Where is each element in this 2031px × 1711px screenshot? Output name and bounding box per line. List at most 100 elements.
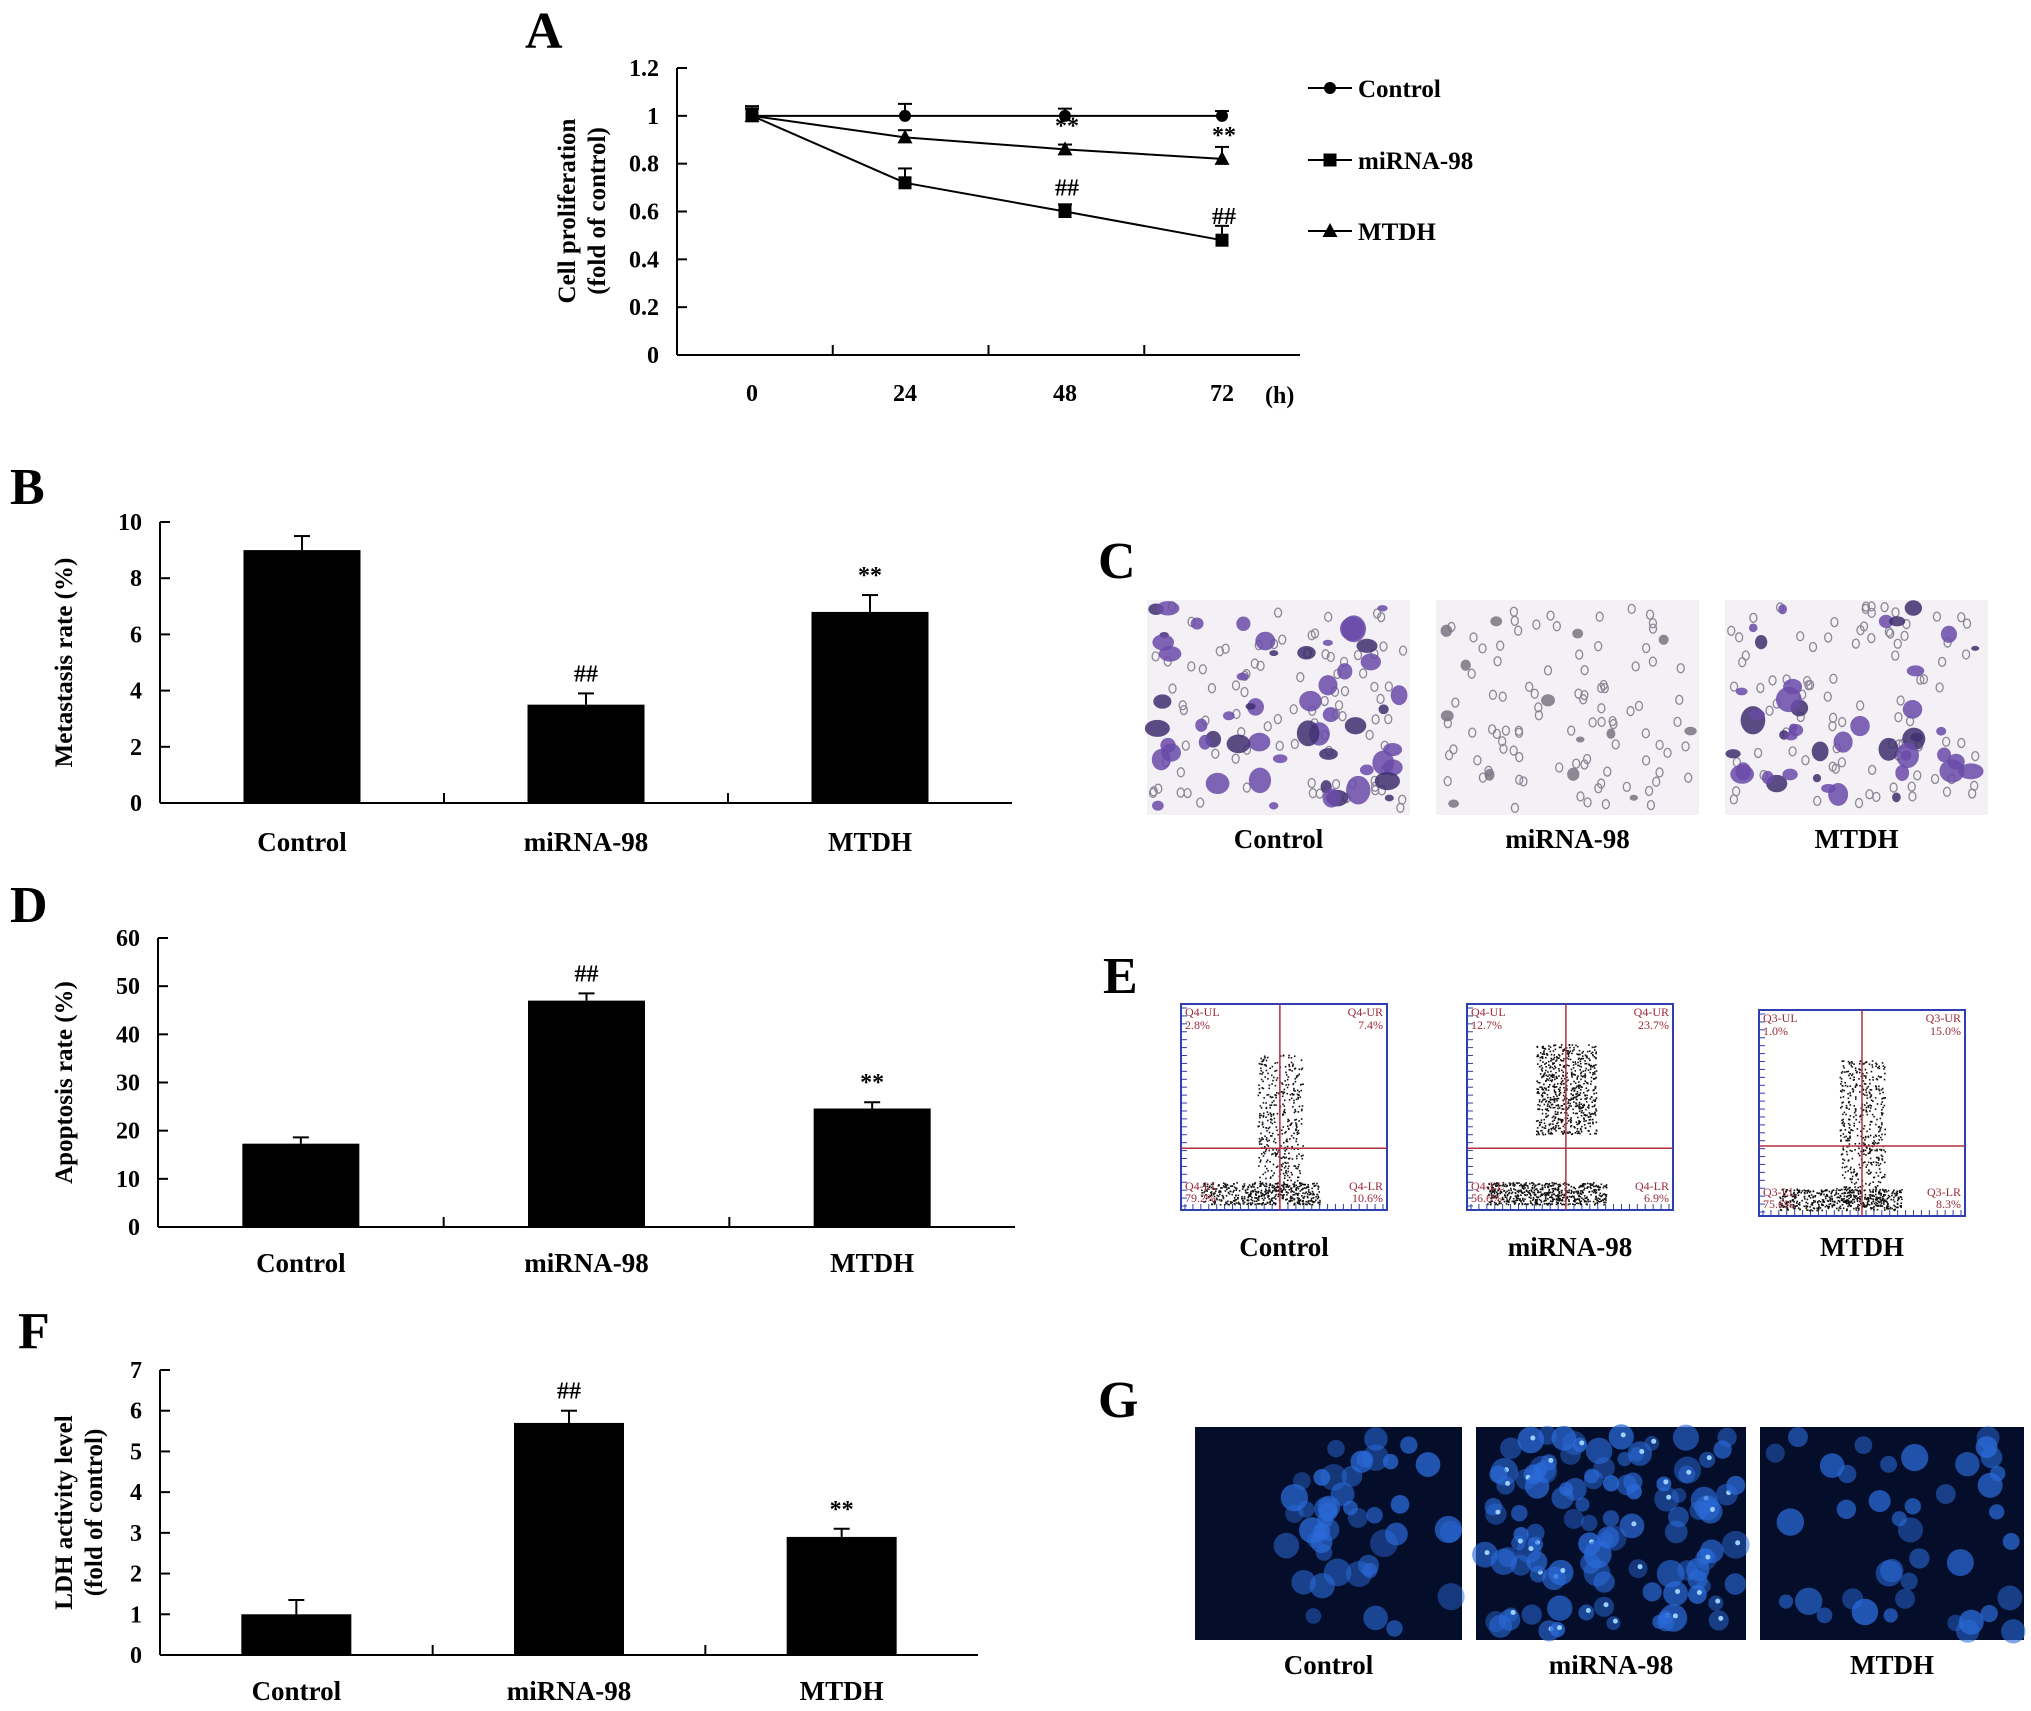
event-dot (1552, 1095, 1555, 1098)
event-dot (1878, 1139, 1881, 1141)
event-dot (1491, 1184, 1493, 1186)
event-dot (1598, 1200, 1601, 1203)
pore (1353, 649, 1363, 661)
event-dot (1840, 1096, 1842, 1099)
event-dot (1552, 1190, 1555, 1193)
event-dot (1531, 1199, 1534, 1201)
event-dot (1875, 1161, 1878, 1164)
event-dot (1489, 1201, 1492, 1203)
event-dot (1869, 1096, 1872, 1099)
event-dot (1284, 1161, 1286, 1164)
event-dot (1301, 1200, 1304, 1203)
event-dot (1597, 1185, 1600, 1188)
pore (1646, 799, 1656, 811)
event-dot (1209, 1191, 1212, 1194)
event-dot (1851, 1073, 1854, 1075)
event-dot (1521, 1186, 1524, 1188)
event-dot (1850, 1181, 1853, 1184)
event-dot (1585, 1203, 1588, 1206)
event-dot (1301, 1105, 1304, 1107)
event-dot (1563, 1130, 1566, 1132)
pore (1908, 791, 1917, 802)
event-dot (1498, 1202, 1501, 1205)
event-dot (1849, 1104, 1852, 1106)
event-dot (1242, 1199, 1245, 1202)
event-dot (1867, 1106, 1870, 1108)
pore (1937, 656, 1947, 668)
nucleus (1726, 1475, 1746, 1495)
event-dot (1840, 1134, 1842, 1137)
nucleus (1698, 1499, 1723, 1524)
event-dot (1874, 1193, 1877, 1196)
event-dot (1561, 1053, 1564, 1055)
event-dot (1531, 1190, 1533, 1193)
event-dot (1292, 1105, 1294, 1108)
event-dot (1883, 1199, 1885, 1202)
event-dot (1595, 1092, 1598, 1094)
event-dot (1843, 1192, 1845, 1195)
event-dot (1558, 1068, 1560, 1070)
event-dot (1541, 1186, 1544, 1189)
event-dot (1294, 1080, 1297, 1083)
event-dot (1877, 1162, 1879, 1164)
event-dot (1265, 1182, 1267, 1185)
event-dot (1242, 1186, 1245, 1189)
event-dot (1268, 1139, 1270, 1142)
event-dot (1847, 1199, 1850, 1202)
event-dot (1290, 1197, 1293, 1200)
event-dot (1843, 1089, 1846, 1092)
event-dot (1882, 1195, 1885, 1197)
event-dot (1551, 1200, 1553, 1203)
event-dot (1811, 1204, 1814, 1206)
nucleus (1341, 1465, 1363, 1487)
y-axis-title: Apoptosis rate (%) (51, 981, 78, 1184)
pore (1851, 638, 1861, 649)
event-dot (1553, 1106, 1556, 1109)
event-dot (1570, 1117, 1572, 1119)
event-dot (1578, 1053, 1580, 1056)
bright-spot (1495, 1509, 1501, 1515)
event-dot (1557, 1111, 1559, 1114)
pore (1514, 727, 1524, 738)
event-dot (1290, 1195, 1292, 1198)
event-dot (1558, 1094, 1561, 1097)
event-dot (1558, 1075, 1560, 1077)
event-dot (1782, 1199, 1784, 1202)
event-dot (1580, 1078, 1582, 1081)
event-dot (1900, 1202, 1903, 1205)
event-dot (1487, 1186, 1489, 1189)
event-dot (1531, 1203, 1534, 1206)
event-dot (1794, 1195, 1797, 1197)
event-dot (1210, 1186, 1213, 1189)
pore (1601, 799, 1611, 810)
bright-spot (1651, 1438, 1657, 1444)
pore (1376, 693, 1385, 705)
event-dot (1844, 1192, 1847, 1194)
event-dot (1884, 1072, 1886, 1075)
event-dot (1233, 1200, 1236, 1202)
event-dot (1579, 1192, 1582, 1194)
event-dot (1864, 1205, 1866, 1207)
event-dot (1212, 1201, 1215, 1203)
stained-cell (1356, 638, 1378, 653)
y-tick-label: 60 (116, 926, 140, 952)
event-dot (1294, 1181, 1296, 1184)
event-dot (1882, 1193, 1885, 1196)
event-dot (1541, 1095, 1544, 1098)
event-dot (1302, 1199, 1304, 1202)
event-dot (1555, 1182, 1558, 1185)
event-dot (1551, 1203, 1554, 1205)
nucleus (1776, 1508, 1805, 1536)
pore (1942, 736, 1951, 747)
event-dot (1585, 1087, 1588, 1090)
event-dot (1842, 1065, 1845, 1067)
event-dot (1878, 1201, 1881, 1203)
event-dot (1305, 1191, 1307, 1194)
event-dot (1572, 1064, 1575, 1066)
event-dot (1268, 1186, 1270, 1189)
event-dot (1515, 1197, 1518, 1200)
event-dot (1256, 1202, 1259, 1205)
event-dot (1585, 1200, 1587, 1203)
event-dot (1295, 1189, 1298, 1191)
event-dot (1867, 1161, 1870, 1164)
